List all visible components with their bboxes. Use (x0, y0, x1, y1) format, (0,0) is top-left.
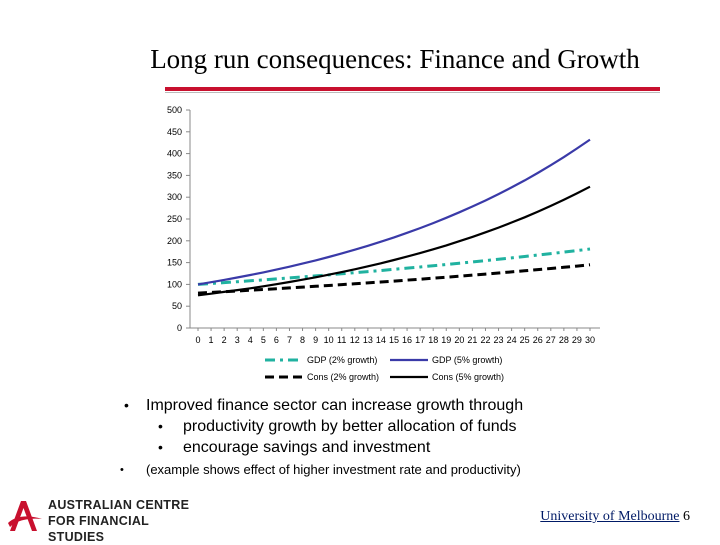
sub-bullet-item: • productivity growth by better allocati… (118, 416, 718, 437)
x-tick-label: 18 (428, 335, 438, 345)
y-tick-label: 350 (167, 170, 182, 180)
slide-title: Long run consequences: Finance and Growt… (150, 44, 640, 74)
y-tick-label: 200 (167, 236, 182, 246)
x-tick-label: 6 (274, 335, 279, 345)
sub-bullet-item: • encourage savings and investment (118, 437, 718, 458)
bullet-list: • Improved finance sector can increase g… (118, 395, 718, 479)
x-tick-label: 30 (585, 335, 595, 345)
x-tick-label: 3 (235, 335, 240, 345)
legend-label: GDP (5% growth) (432, 355, 502, 365)
title-divider-shadow (165, 92, 660, 93)
logo-line-2: FOR FINANCIAL STUDIES (48, 514, 149, 544)
bullet-text: (example shows effect of higher investme… (146, 462, 521, 477)
bullet-text: Improved finance sector can increase gro… (146, 397, 524, 414)
x-tick-label: 9 (313, 335, 318, 345)
series-line-2 (197, 138, 591, 286)
x-tick-label: 19 (441, 335, 451, 345)
x-tick-label: 15 (389, 335, 399, 345)
footer-institution: University of Melbourne (540, 509, 680, 524)
x-tick-label: 0 (195, 335, 200, 345)
footer: University of Melbourne 6 (540, 509, 690, 525)
series-line-1 (197, 247, 591, 286)
acfs-logo-icon (8, 501, 42, 531)
x-tick-label: 16 (402, 335, 412, 345)
y-tick-label: 100 (167, 279, 182, 289)
bullet-marker: • (120, 464, 124, 476)
x-tick-label: 24 (507, 335, 517, 345)
x-tick-label: 11 (337, 335, 346, 345)
x-tick-label: 12 (350, 335, 360, 345)
x-tick-label: 23 (494, 335, 504, 345)
y-tick-label: 150 (167, 258, 182, 268)
title-divider (165, 87, 660, 91)
bullet-item: • (example shows effect of higher invest… (118, 461, 718, 479)
legend-label: GDP (2% growth) (307, 355, 377, 365)
x-tick-label: 21 (467, 335, 477, 345)
x-tick-label: 10 (324, 335, 334, 345)
x-tick-label: 1 (209, 335, 214, 345)
x-tick-label: 13 (363, 335, 373, 345)
acfs-logo: AUSTRALIAN CENTRE FOR FINANCIAL STUDIES (6, 497, 196, 544)
bullet-marker: • (158, 439, 163, 455)
legend-label: Cons (5% growth) (432, 372, 504, 382)
y-tick-label: 400 (167, 149, 182, 159)
sub-bullet-text: encourage savings and investment (183, 439, 431, 456)
y-tick-label: 500 (167, 105, 182, 115)
x-tick-label: 29 (572, 335, 582, 345)
x-tick-label: 20 (454, 335, 464, 345)
x-tick-label: 2 (222, 335, 227, 345)
y-tick-label: 450 (167, 127, 182, 137)
bullet-marker: • (124, 397, 129, 413)
bullet-item: • Improved finance sector can increase g… (118, 395, 718, 416)
page-number: 6 (683, 509, 690, 524)
sub-bullet-text: productivity growth by better allocation… (183, 418, 517, 435)
y-tick-label: 0 (177, 323, 182, 333)
x-tick-label: 14 (376, 335, 386, 345)
x-tick-label: 8 (300, 335, 305, 345)
x-tick-label: 4 (248, 335, 253, 345)
y-tick-label: 50 (172, 301, 182, 311)
legend-label: Cons (2% growth) (307, 372, 379, 382)
y-tick-label: 250 (167, 214, 182, 224)
x-tick-label: 28 (559, 335, 569, 345)
x-tick-label: 26 (533, 335, 543, 345)
x-tick-label: 27 (546, 335, 556, 345)
series-line-3 (197, 263, 591, 295)
y-tick-label: 300 (167, 192, 182, 202)
logo-line-1: AUSTRALIAN CENTRE (48, 498, 190, 512)
x-tick-label: 5 (261, 335, 266, 345)
x-tick-label: 7 (287, 335, 292, 345)
logo-text: AUSTRALIAN CENTRE FOR FINANCIAL STUDIES (48, 497, 196, 545)
x-tick-label: 17 (415, 335, 425, 345)
series-line-4 (197, 185, 591, 297)
x-tick-label: 22 (480, 335, 490, 345)
x-tick-label: 25 (520, 335, 530, 345)
bullet-marker: • (158, 418, 163, 434)
